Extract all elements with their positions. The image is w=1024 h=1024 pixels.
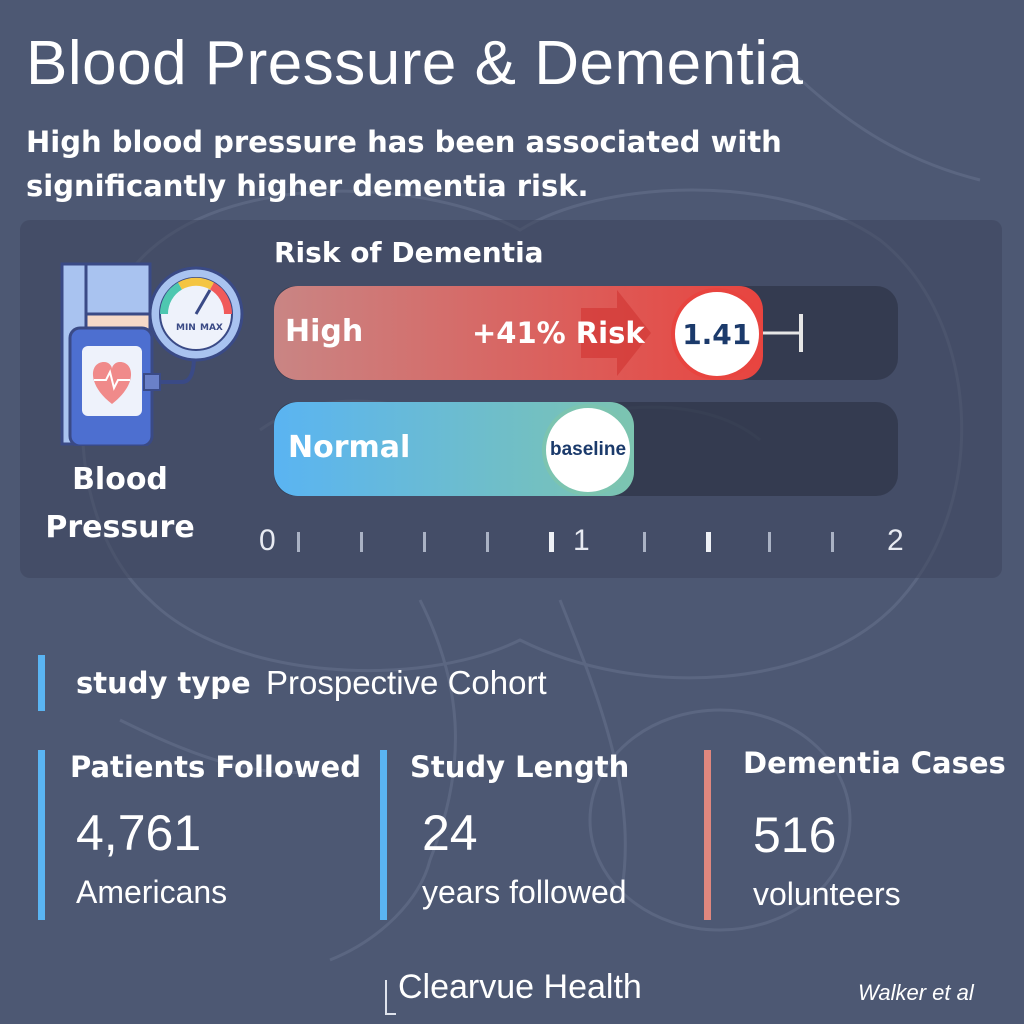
x-axis-tick <box>705 532 711 552</box>
patients-accent <box>38 750 45 920</box>
x-axis-tick <box>423 532 426 552</box>
study-length-value: 24 <box>422 805 478 861</box>
high-value-label: 1.41 <box>670 288 763 380</box>
gauge-min-label: MIN <box>176 323 196 333</box>
patients-followed-label: Patients Followed <box>70 750 361 784</box>
x-axis-tick-label: 2 <box>887 524 904 557</box>
x-axis-tick <box>297 532 301 552</box>
normal-value-label: baseline <box>542 404 634 496</box>
page-title: Blood Pressure & Dementia <box>26 29 804 98</box>
x-axis-tick-label: 1 <box>573 524 590 557</box>
x-axis-tick <box>768 532 772 552</box>
patients-followed-value: 4,761 <box>76 805 202 861</box>
normal-bar-label: Normal <box>288 430 411 465</box>
dementia-cases-label: Dementia Cases <box>743 746 1006 780</box>
dementia-cases-accent <box>704 750 711 920</box>
blood-pressure-label: Blood Pressure <box>30 456 210 552</box>
risk-annotation: +41% Risk <box>472 316 645 350</box>
x-axis-tick <box>831 532 835 552</box>
x-axis-tick <box>485 532 489 552</box>
bp-label-line1: Blood <box>72 462 168 497</box>
dementia-cases-unit: volunteers <box>753 876 901 912</box>
high-bar-label: High <box>285 314 364 349</box>
page-subtitle: High blood pressure has been associated … <box>26 125 782 203</box>
x-axis-tick <box>548 532 554 552</box>
study-length-label: Study Length <box>410 750 630 784</box>
x-axis-tick <box>642 532 646 552</box>
high-bar-arrow <box>580 290 651 376</box>
bp-label-line2: Pressure <box>45 510 195 545</box>
citation: Walker et al <box>858 980 974 1005</box>
study-length-accent <box>380 750 387 920</box>
blood-pressure-monitor-icon: MIN MAX <box>60 262 244 446</box>
dementia-cases-value: 516 <box>753 807 837 863</box>
x-axis-tick-label: 0 <box>259 524 276 557</box>
study-type-accent <box>38 655 45 711</box>
x-axis-tick <box>360 532 364 552</box>
patients-followed-unit: Americans <box>76 874 228 910</box>
study-type-label: study type <box>76 666 251 700</box>
gauge-max-label: MAX <box>200 323 223 333</box>
chart-title: Risk of Dementia <box>274 236 544 269</box>
clearvue-logo-icon <box>385 980 396 1015</box>
brand-name: Clearvue Health <box>398 968 642 1006</box>
study-type-value: Prospective Cohort <box>266 664 547 701</box>
high-error-bar <box>762 314 803 352</box>
study-length-unit: years followed <box>422 874 627 910</box>
